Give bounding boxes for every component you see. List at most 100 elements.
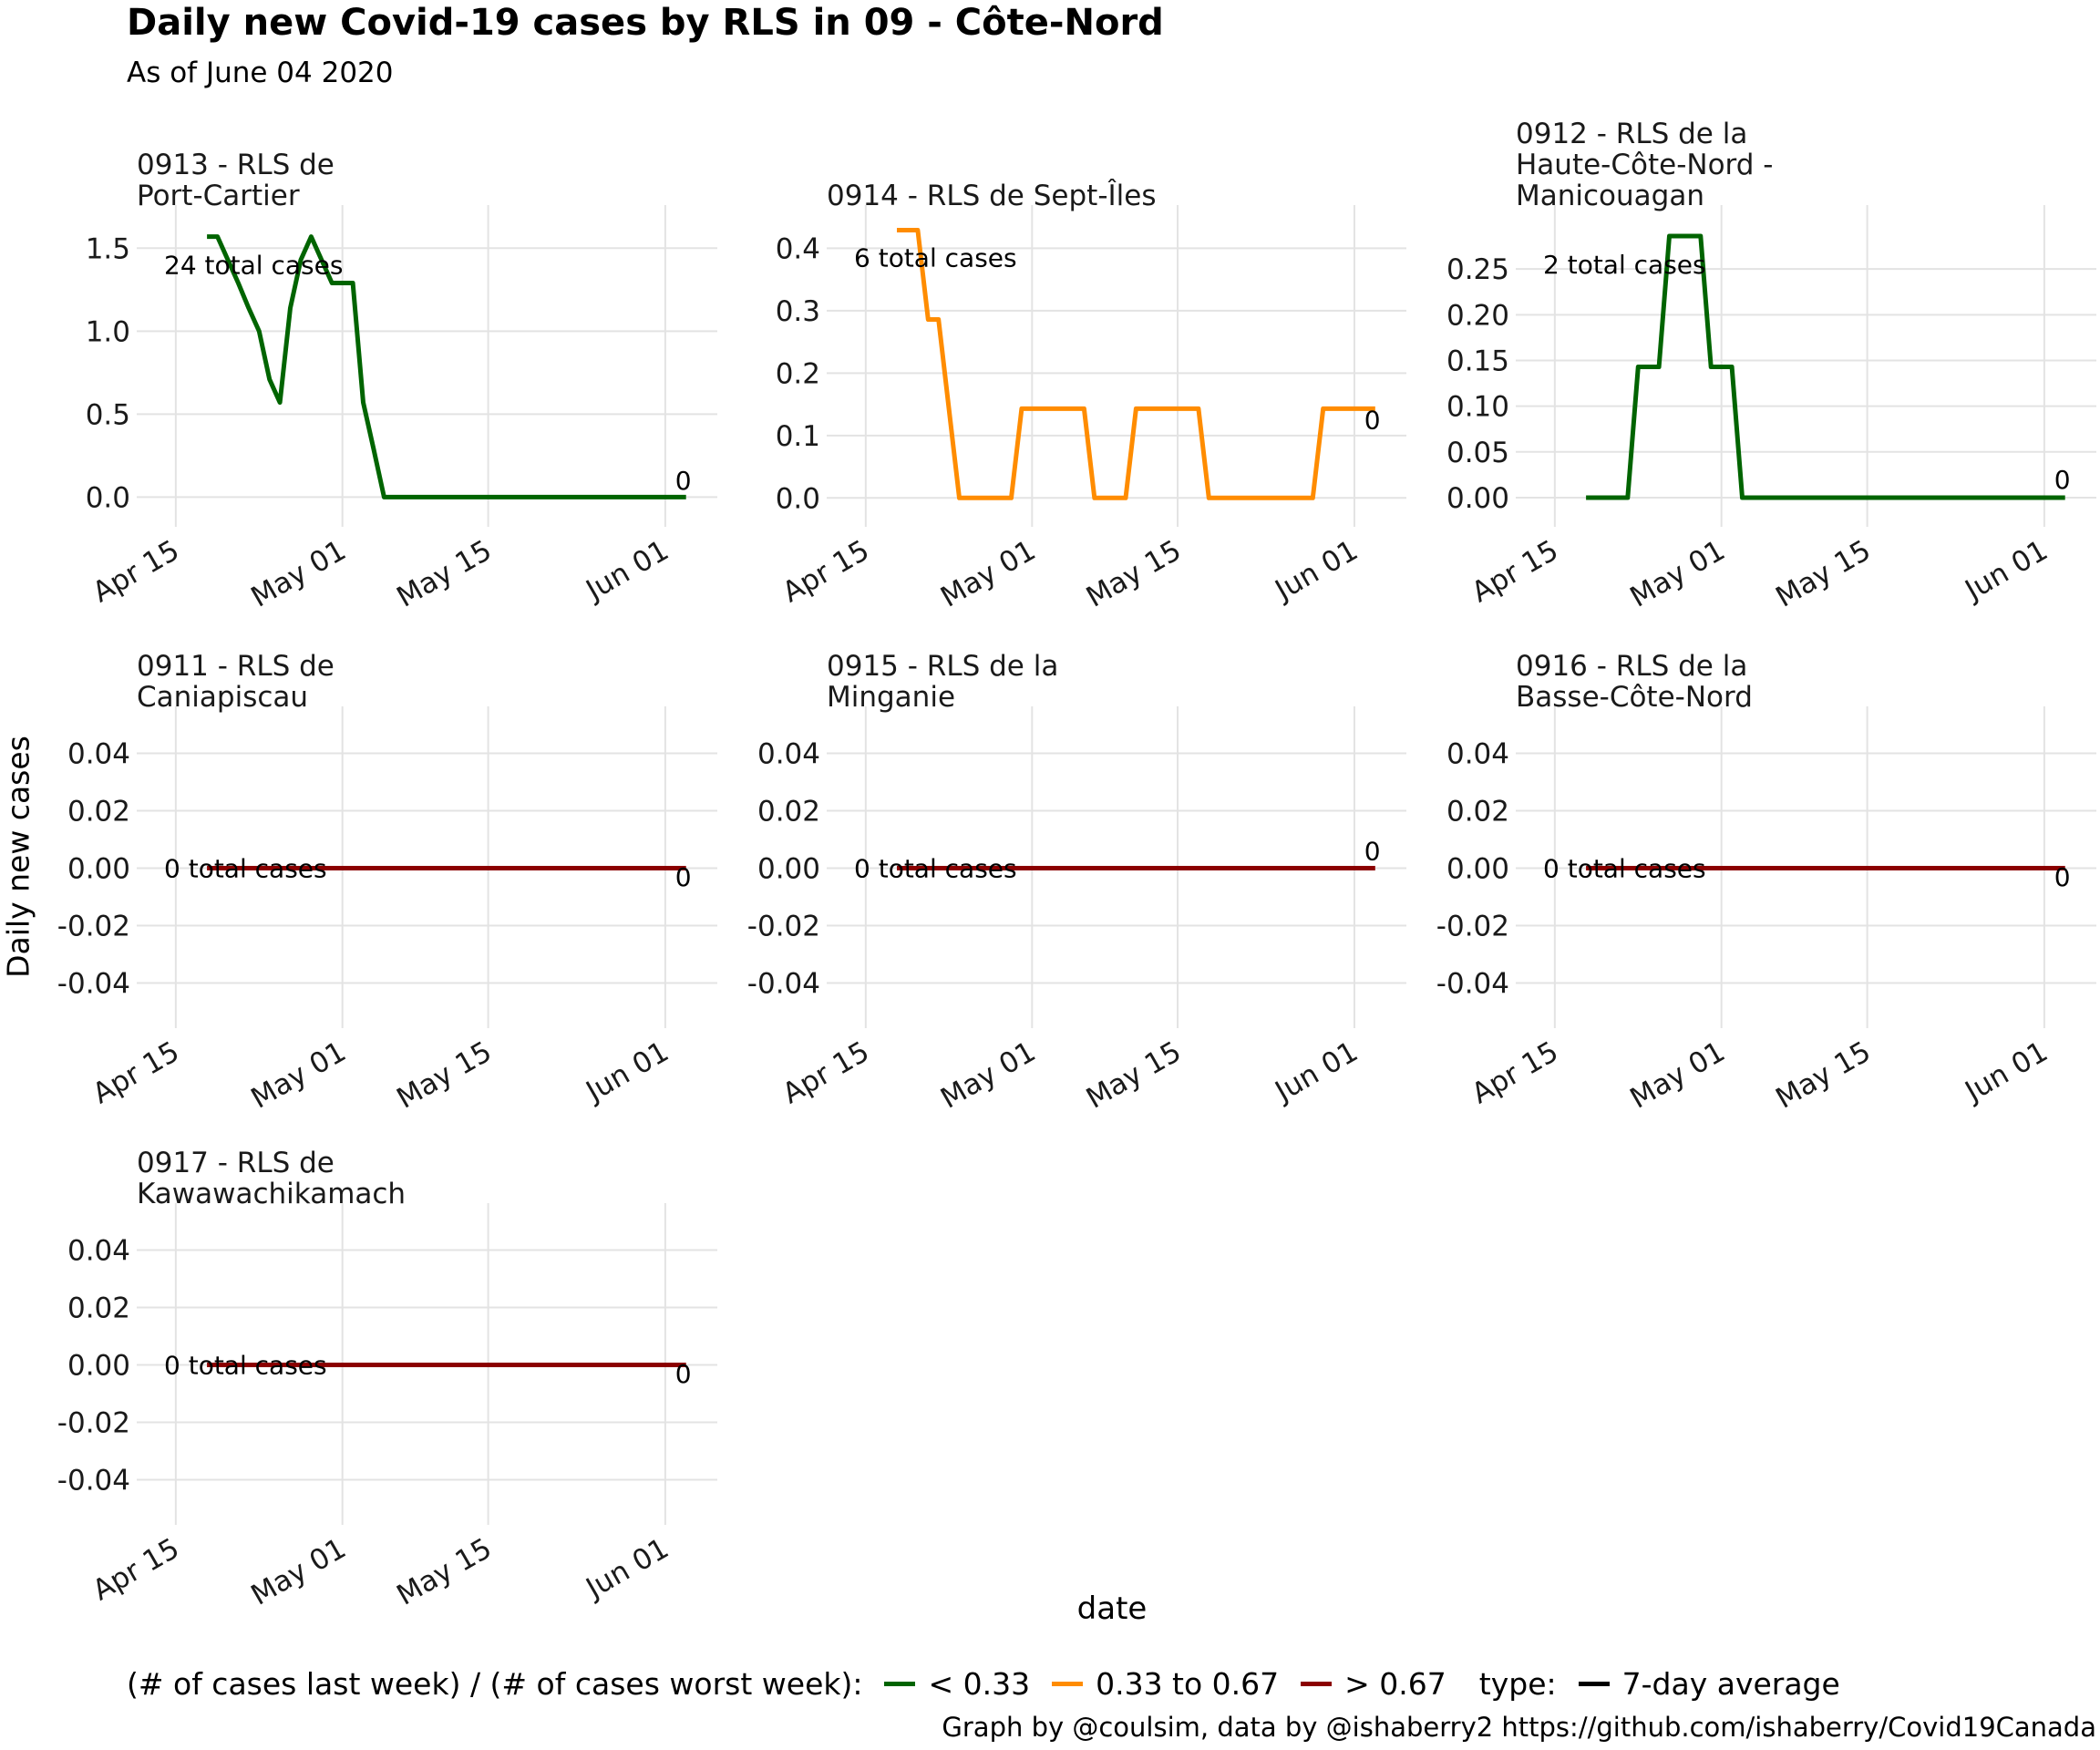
x-tick-label: May 01 bbox=[935, 534, 1041, 614]
x-tick-label: Apr 15 bbox=[777, 534, 875, 610]
end-value-label: 0 bbox=[1364, 837, 1381, 867]
y-tick-label: 0.0 bbox=[776, 482, 820, 515]
y-tick-label: 0.04 bbox=[757, 738, 820, 771]
legend-label-mid: 0.33 to 0.67 bbox=[1096, 1665, 1280, 1702]
y-tick-label: -0.02 bbox=[747, 911, 820, 943]
x-tick-label: May 01 bbox=[1624, 1035, 1730, 1116]
y-tick-label: 0.02 bbox=[757, 796, 820, 829]
x-tick-label: Jun 01 bbox=[1958, 1035, 2053, 1109]
legend-label-type: 7-day average bbox=[1621, 1665, 1840, 1702]
legend-swatch-high bbox=[1301, 1681, 1333, 1686]
end-value-label: 0 bbox=[675, 466, 692, 496]
end-value-label: 0 bbox=[675, 1359, 692, 1389]
x-tick-label: May 15 bbox=[1081, 1035, 1187, 1116]
facet-title: 0916 - RLS de la Basse-Côte-Nord bbox=[1516, 650, 1753, 714]
y-tick-label: 0.0 bbox=[86, 481, 130, 514]
total-cases-label: 0 total cases bbox=[164, 1351, 327, 1381]
y-tick-label: 0.00 bbox=[757, 853, 820, 886]
facet-title: 0914 - RLS de Sept-Îles bbox=[827, 180, 1156, 212]
end-value-label: 0 bbox=[1364, 406, 1381, 436]
y-tick-label: 0.00 bbox=[67, 853, 130, 886]
y-tick-label: 0.4 bbox=[776, 232, 820, 265]
x-tick-label: Apr 15 bbox=[88, 534, 185, 610]
chart-caption: Graph by @coulsim, data by @ishaberry2 h… bbox=[942, 1712, 2096, 1743]
x-axis-label: date bbox=[1076, 1590, 1148, 1627]
x-tick-label: Jun 01 bbox=[1269, 534, 1364, 608]
x-tick-label: May 15 bbox=[1770, 534, 1876, 614]
y-tick-label: 0.02 bbox=[67, 1292, 130, 1325]
x-tick-label: May 15 bbox=[1081, 534, 1187, 614]
end-value-label: 0 bbox=[675, 862, 692, 892]
total-cases-label: 0 total cases bbox=[164, 854, 327, 884]
x-tick-label: Jun 01 bbox=[1269, 1035, 1364, 1109]
facet-title: 0913 - RLS de Port-Cartier bbox=[137, 149, 335, 212]
facet-title: 0917 - RLS de Kawawachikamach bbox=[137, 1147, 406, 1210]
legend-swatch-low bbox=[884, 1681, 916, 1686]
y-tick-label: 0.10 bbox=[1446, 391, 1509, 424]
y-tick-label: 0.15 bbox=[1446, 345, 1509, 377]
y-tick-label: 1.5 bbox=[86, 232, 130, 265]
x-tick-label: May 15 bbox=[391, 1532, 497, 1612]
x-tick-label: Apr 15 bbox=[1467, 1035, 1564, 1111]
y-tick-label: -0.04 bbox=[57, 1465, 130, 1498]
x-tick-label: May 01 bbox=[935, 1035, 1041, 1116]
total-cases-label: 0 total cases bbox=[1543, 854, 1706, 884]
series-line bbox=[897, 228, 1375, 500]
x-tick-label: Jun 01 bbox=[579, 534, 674, 608]
y-tick-label: 0.2 bbox=[776, 357, 820, 390]
total-cases-label: 0 total cases bbox=[854, 854, 1017, 884]
chart-subtitle: As of June 04 2020 bbox=[127, 57, 394, 89]
legend-swatch-mid bbox=[1052, 1681, 1084, 1686]
x-tick-label: May 01 bbox=[245, 1532, 351, 1612]
y-tick-label: 0.05 bbox=[1446, 437, 1509, 469]
y-tick-label: 0.00 bbox=[1446, 482, 1509, 515]
legend-title: (# of cases last week) / (# of cases wor… bbox=[127, 1665, 863, 1702]
facet-title: 0915 - RLS de la Minganie bbox=[827, 650, 1058, 714]
y-tick-label: 0.04 bbox=[67, 1235, 130, 1268]
chart-title: Daily new Covid-19 cases by RLS in 09 - … bbox=[127, 2, 1164, 44]
x-tick-label: Apr 15 bbox=[88, 1035, 185, 1111]
legend-type-title: type: bbox=[1478, 1665, 1557, 1702]
x-tick-label: May 15 bbox=[391, 534, 497, 614]
y-tick-label: -0.02 bbox=[57, 911, 130, 943]
y-tick-label: 1.0 bbox=[86, 315, 130, 348]
y-tick-label: 0.00 bbox=[1446, 853, 1509, 886]
y-tick-label: 0.25 bbox=[1446, 253, 1509, 286]
y-tick-label: 0.02 bbox=[67, 796, 130, 829]
y-tick-label: 0.04 bbox=[1446, 738, 1509, 771]
facet-title: 0912 - RLS de la Haute-Côte-Nord -Manicou… bbox=[1516, 118, 1773, 212]
x-tick-label: May 01 bbox=[245, 534, 351, 614]
legend-swatch-type bbox=[1578, 1681, 1610, 1686]
y-tick-label: 0.3 bbox=[776, 295, 820, 328]
y-tick-label: -0.02 bbox=[57, 1407, 130, 1440]
x-tick-label: May 01 bbox=[1624, 534, 1730, 614]
y-tick-label: 0.00 bbox=[67, 1350, 130, 1383]
y-tick-label: 0.5 bbox=[86, 398, 130, 431]
y-tick-label: -0.04 bbox=[747, 968, 820, 1001]
x-tick-label: Jun 01 bbox=[579, 1532, 674, 1606]
y-tick-label: -0.04 bbox=[57, 968, 130, 1001]
y-axis-label: Daily new cases bbox=[0, 736, 36, 978]
total-cases-label: 24 total cases bbox=[164, 251, 343, 281]
x-tick-label: Jun 01 bbox=[1958, 534, 2053, 608]
series-line bbox=[207, 234, 686, 499]
x-tick-label: Apr 15 bbox=[777, 1035, 875, 1111]
x-tick-label: Apr 15 bbox=[88, 1532, 185, 1608]
x-tick-label: May 15 bbox=[1770, 1035, 1876, 1116]
y-tick-label: 0.02 bbox=[1446, 796, 1509, 829]
legend-label-low: < 0.33 bbox=[928, 1665, 1031, 1702]
total-cases-label: 2 total cases bbox=[1543, 250, 1706, 280]
y-tick-label: 0.20 bbox=[1446, 299, 1509, 332]
total-cases-label: 6 total cases bbox=[854, 243, 1017, 273]
x-tick-label: Apr 15 bbox=[1467, 534, 1564, 610]
x-tick-label: May 01 bbox=[245, 1035, 351, 1116]
legend: (# of cases last week) / (# of cases wor… bbox=[127, 1661, 1840, 1706]
x-tick-label: May 15 bbox=[391, 1035, 497, 1116]
y-tick-label: -0.02 bbox=[1436, 911, 1509, 943]
y-tick-label: 0.04 bbox=[67, 738, 130, 771]
legend-label-high: > 0.67 bbox=[1344, 1665, 1446, 1702]
x-tick-label: Jun 01 bbox=[579, 1035, 674, 1109]
facet-title: 0911 - RLS de Caniapiscau bbox=[137, 650, 335, 714]
